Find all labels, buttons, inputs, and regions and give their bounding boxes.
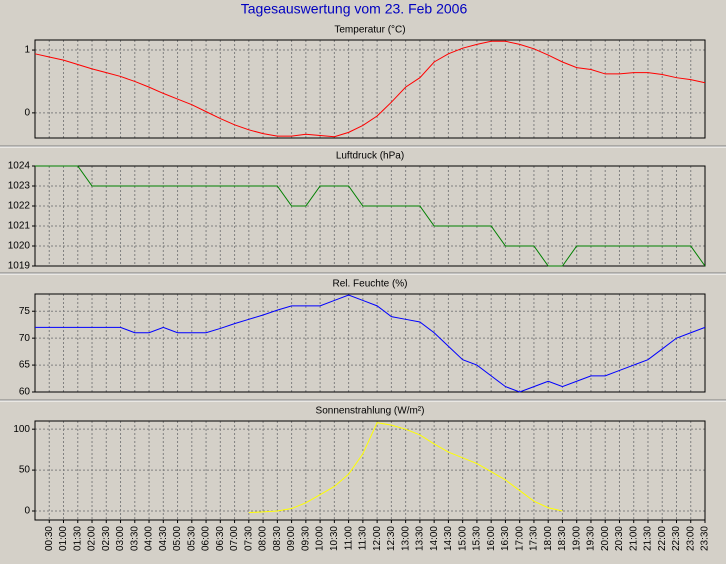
y-tick-label: 70	[19, 333, 31, 344]
chart-title: Sonnenstrahlung (W/m²)	[316, 406, 425, 417]
x-tick-label: 01:00	[58, 526, 69, 551]
y-tick-label: 0	[24, 108, 30, 119]
y-tick-label: 50	[19, 465, 31, 476]
x-tick-label: 18:00	[543, 526, 554, 551]
x-tick-label: 20:00	[600, 526, 611, 551]
y-tick-label: 1023	[8, 181, 31, 192]
x-tick-label: 10:00	[315, 526, 326, 551]
x-tick-label: 11:00	[343, 526, 354, 551]
x-tick-label: 20:30	[614, 526, 625, 551]
x-tick-label: 06:00	[201, 526, 212, 551]
x-tick-label: 11:30	[358, 526, 369, 551]
plot-border	[34, 165, 706, 267]
y-tick-label: 1021	[8, 221, 31, 232]
x-tick-label: 13:00	[400, 526, 411, 551]
x-tick-label: 15:00	[457, 526, 468, 551]
x-tick-label: 16:30	[500, 526, 511, 551]
data-line	[35, 294, 706, 393]
x-tick-label: 14:00	[429, 526, 440, 551]
y-tick-label: 1022	[8, 201, 31, 212]
y-tick-label: 1020	[8, 241, 31, 252]
x-tick-label: 02:30	[101, 526, 112, 551]
plot-border	[34, 420, 706, 521]
x-tick-label: 14:30	[443, 526, 454, 551]
data-line	[34, 40, 706, 138]
x-tick-label: 05:00	[172, 526, 183, 551]
x-tick-label: 03:30	[129, 526, 140, 551]
y-tick-label: 60	[19, 387, 31, 398]
y-tick-label: 65	[19, 360, 31, 371]
plot-area	[35, 166, 705, 266]
x-tick-label: 18:30	[557, 526, 568, 551]
x-tick-label: 15:30	[472, 526, 483, 551]
x-tick-label: 10:30	[329, 526, 340, 551]
y-tick-label: 100	[13, 424, 30, 435]
y-tick-label: 1	[24, 45, 30, 56]
y-tick-label: 1024	[8, 161, 31, 172]
page-title: Tagesauswertung vom 23. Feb 2006	[241, 1, 468, 17]
x-tick-label: 07:30	[243, 526, 254, 551]
plot-area	[35, 294, 705, 392]
plot-border	[34, 293, 706, 393]
x-tick-label: 23:00	[685, 526, 696, 551]
y-tick-label: 75	[19, 306, 31, 317]
x-tick-label: 03:00	[115, 526, 126, 551]
x-tick-label: 07:00	[229, 526, 240, 551]
x-tick-label: 13:30	[415, 526, 426, 551]
chart-title: Luftdruck (hPa)	[336, 151, 404, 162]
x-tick-label: 09:30	[300, 526, 311, 551]
x-tick-label: 02:00	[87, 526, 98, 551]
x-tick-label: 19:30	[586, 526, 597, 551]
x-tick-label: 08:30	[272, 526, 283, 551]
x-tick-label: 22:30	[671, 526, 682, 551]
chart-title: Rel. Feuchte (%)	[332, 279, 407, 290]
x-tick-label: 17:00	[514, 526, 525, 551]
x-tick-label: 21:30	[643, 526, 654, 551]
x-tick-label: 12:00	[372, 526, 383, 551]
x-tick-label: 08:00	[258, 526, 269, 551]
data-line	[35, 165, 706, 267]
x-tick-label: 23:30	[700, 526, 711, 551]
x-tick-label: 04:00	[144, 526, 155, 551]
x-tick-label: 06:30	[215, 526, 226, 551]
plot-area	[35, 40, 705, 138]
x-tick-label: 17:30	[529, 526, 540, 551]
chart-title: Temperatur (°C)	[334, 25, 405, 36]
x-tick-label: 09:00	[286, 526, 297, 551]
x-tick-label: 04:30	[158, 526, 169, 551]
y-tick-label: 1019	[8, 261, 31, 272]
x-tick-label: 16:00	[486, 526, 497, 551]
x-tick-label: 01:30	[72, 526, 83, 551]
x-tick-label: 19:00	[571, 526, 582, 551]
x-tick-label: 12:30	[386, 526, 397, 551]
x-tick-label: 00:30	[44, 526, 55, 551]
x-tick-label: 22:00	[657, 526, 668, 551]
x-tick-label: 05:30	[186, 526, 197, 551]
x-tick-label: 21:00	[628, 526, 639, 551]
data-line	[248, 422, 563, 514]
plot-border	[34, 39, 706, 139]
y-tick-label: 0	[24, 506, 30, 517]
